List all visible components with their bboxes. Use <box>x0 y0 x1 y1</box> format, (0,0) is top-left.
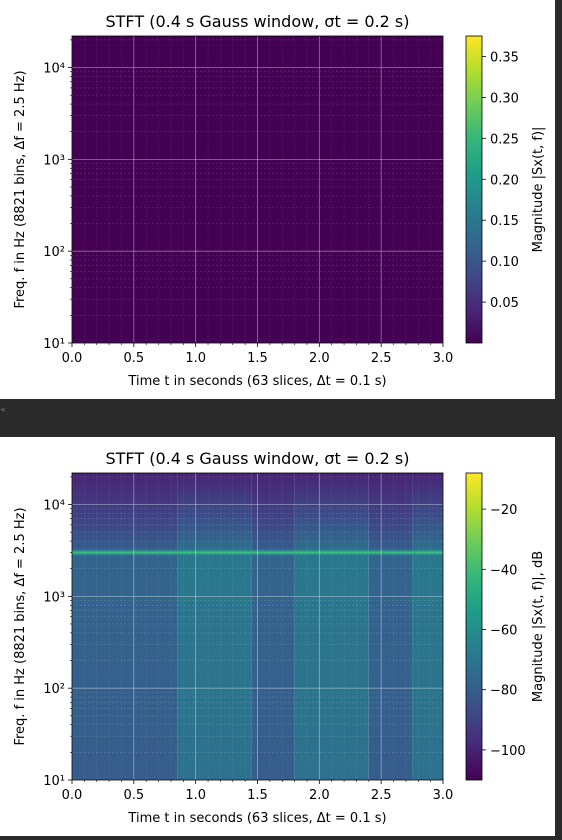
x-axis-label: Time t in seconds (63 slices, Δt = 0.1 s… <box>127 374 386 389</box>
x-tick-label: 2.0 <box>309 788 330 803</box>
colorbar-tick-label: 0.10 <box>490 255 519 270</box>
x-tick-label: 0.5 <box>123 351 144 366</box>
x-tick-label: 3.0 <box>433 788 454 803</box>
colorbar <box>465 472 483 781</box>
time-segment <box>294 473 369 780</box>
colorbar-tick-label: −40 <box>490 563 517 578</box>
colorbar-label: Magnitude |Sx(t, f)| <box>531 127 546 253</box>
colorbar-tick-label: 0.35 <box>490 50 519 65</box>
heatmap-cells <box>72 36 443 343</box>
colorbar-tick-label: 0.20 <box>490 173 519 188</box>
time-segment <box>251 473 295 780</box>
spectrogram-panel-linear: 0.0 0.5 1.0 1.5 2.0 2.5 3.0 10¹ 10² 10³ 10⁴ STFT (0… <box>0 0 555 399</box>
x-tick-label: 2.5 <box>371 351 392 366</box>
x-tick-label: 2.5 <box>371 788 392 803</box>
x-tick-label: 1.5 <box>247 788 268 803</box>
magnitude-background <box>72 36 443 343</box>
y-tick-label: 10² <box>43 682 65 697</box>
y-tick-label: 10¹ <box>43 774 65 789</box>
time-segment <box>177 473 252 780</box>
colorbar-tick-label: 0.15 <box>490 214 519 229</box>
y-tick-label: 10³ <box>43 153 65 168</box>
time-segment <box>368 473 413 780</box>
x-tick-label: 0.5 <box>123 788 144 803</box>
chart-linear-magnitude: 0.0 0.5 1.0 1.5 2.0 2.5 3.0 10¹ 10² 10³ 10⁴ STFT (0… <box>13 12 546 389</box>
chart-title: STFT (0.4 s Gauss window, σt = 0.2 s) <box>106 12 410 31</box>
colorbar-label: Magnitude |Sx(t, f)|, dB <box>531 551 546 702</box>
chart-db-magnitude: 0.0 0.5 1.0 1.5 2.0 2.5 3.0 10¹ 10² 10³ 10⁴ STFT (0… <box>13 449 546 826</box>
x-tick-label: 3.0 <box>433 351 454 366</box>
colorbar <box>465 35 483 344</box>
y-tick-label: 10³ <box>43 590 65 605</box>
time-segment <box>72 473 178 780</box>
x-tick-label: 1.0 <box>185 351 206 366</box>
time-segment <box>412 473 443 780</box>
y-axis-label: Freq. f in Hz (8821 bins, Δf = 2.5 Hz) <box>13 70 28 308</box>
y-tick-label: 10⁴ <box>43 499 65 514</box>
resize-handle-icon[interactable]: ◂ <box>0 405 5 415</box>
y-tick-label: 10¹ <box>43 337 65 352</box>
x-tick-label: 0.0 <box>62 788 83 803</box>
x-tick-label: 2.0 <box>309 351 330 366</box>
colorbar-tick-label: 0.05 <box>490 296 519 311</box>
y-tick-label: 10⁴ <box>43 62 65 77</box>
colorbar-tick-label: −80 <box>490 684 517 699</box>
x-tick-label: 1.5 <box>247 351 268 366</box>
colorbar-tick-label: −20 <box>490 503 517 518</box>
x-tick-label: 0.0 <box>62 351 83 366</box>
y-tick-label: 10² <box>43 245 65 260</box>
colorbar-tick-label: 0.30 <box>490 91 519 106</box>
spectrogram-panel-db: 0.0 0.5 1.0 1.5 2.0 2.5 3.0 10¹ 10² 10³ 10⁴ STFT (0… <box>0 437 555 836</box>
tone-line <box>72 551 443 554</box>
colorbar-tick-label: 0.25 <box>490 132 519 147</box>
y-axis-label: Freq. f in Hz (8821 bins, Δf = 2.5 Hz) <box>13 507 28 745</box>
heatmap-cells <box>72 473 443 780</box>
x-tick-label: 1.0 <box>185 788 206 803</box>
x-axis-label: Time t in seconds (63 slices, Δt = 0.1 s… <box>127 811 386 826</box>
colorbar-tick-label: −60 <box>490 624 517 639</box>
chart-title: STFT (0.4 s Gauss window, σt = 0.2 s) <box>106 449 410 468</box>
colorbar-tick-label: −100 <box>490 744 526 759</box>
